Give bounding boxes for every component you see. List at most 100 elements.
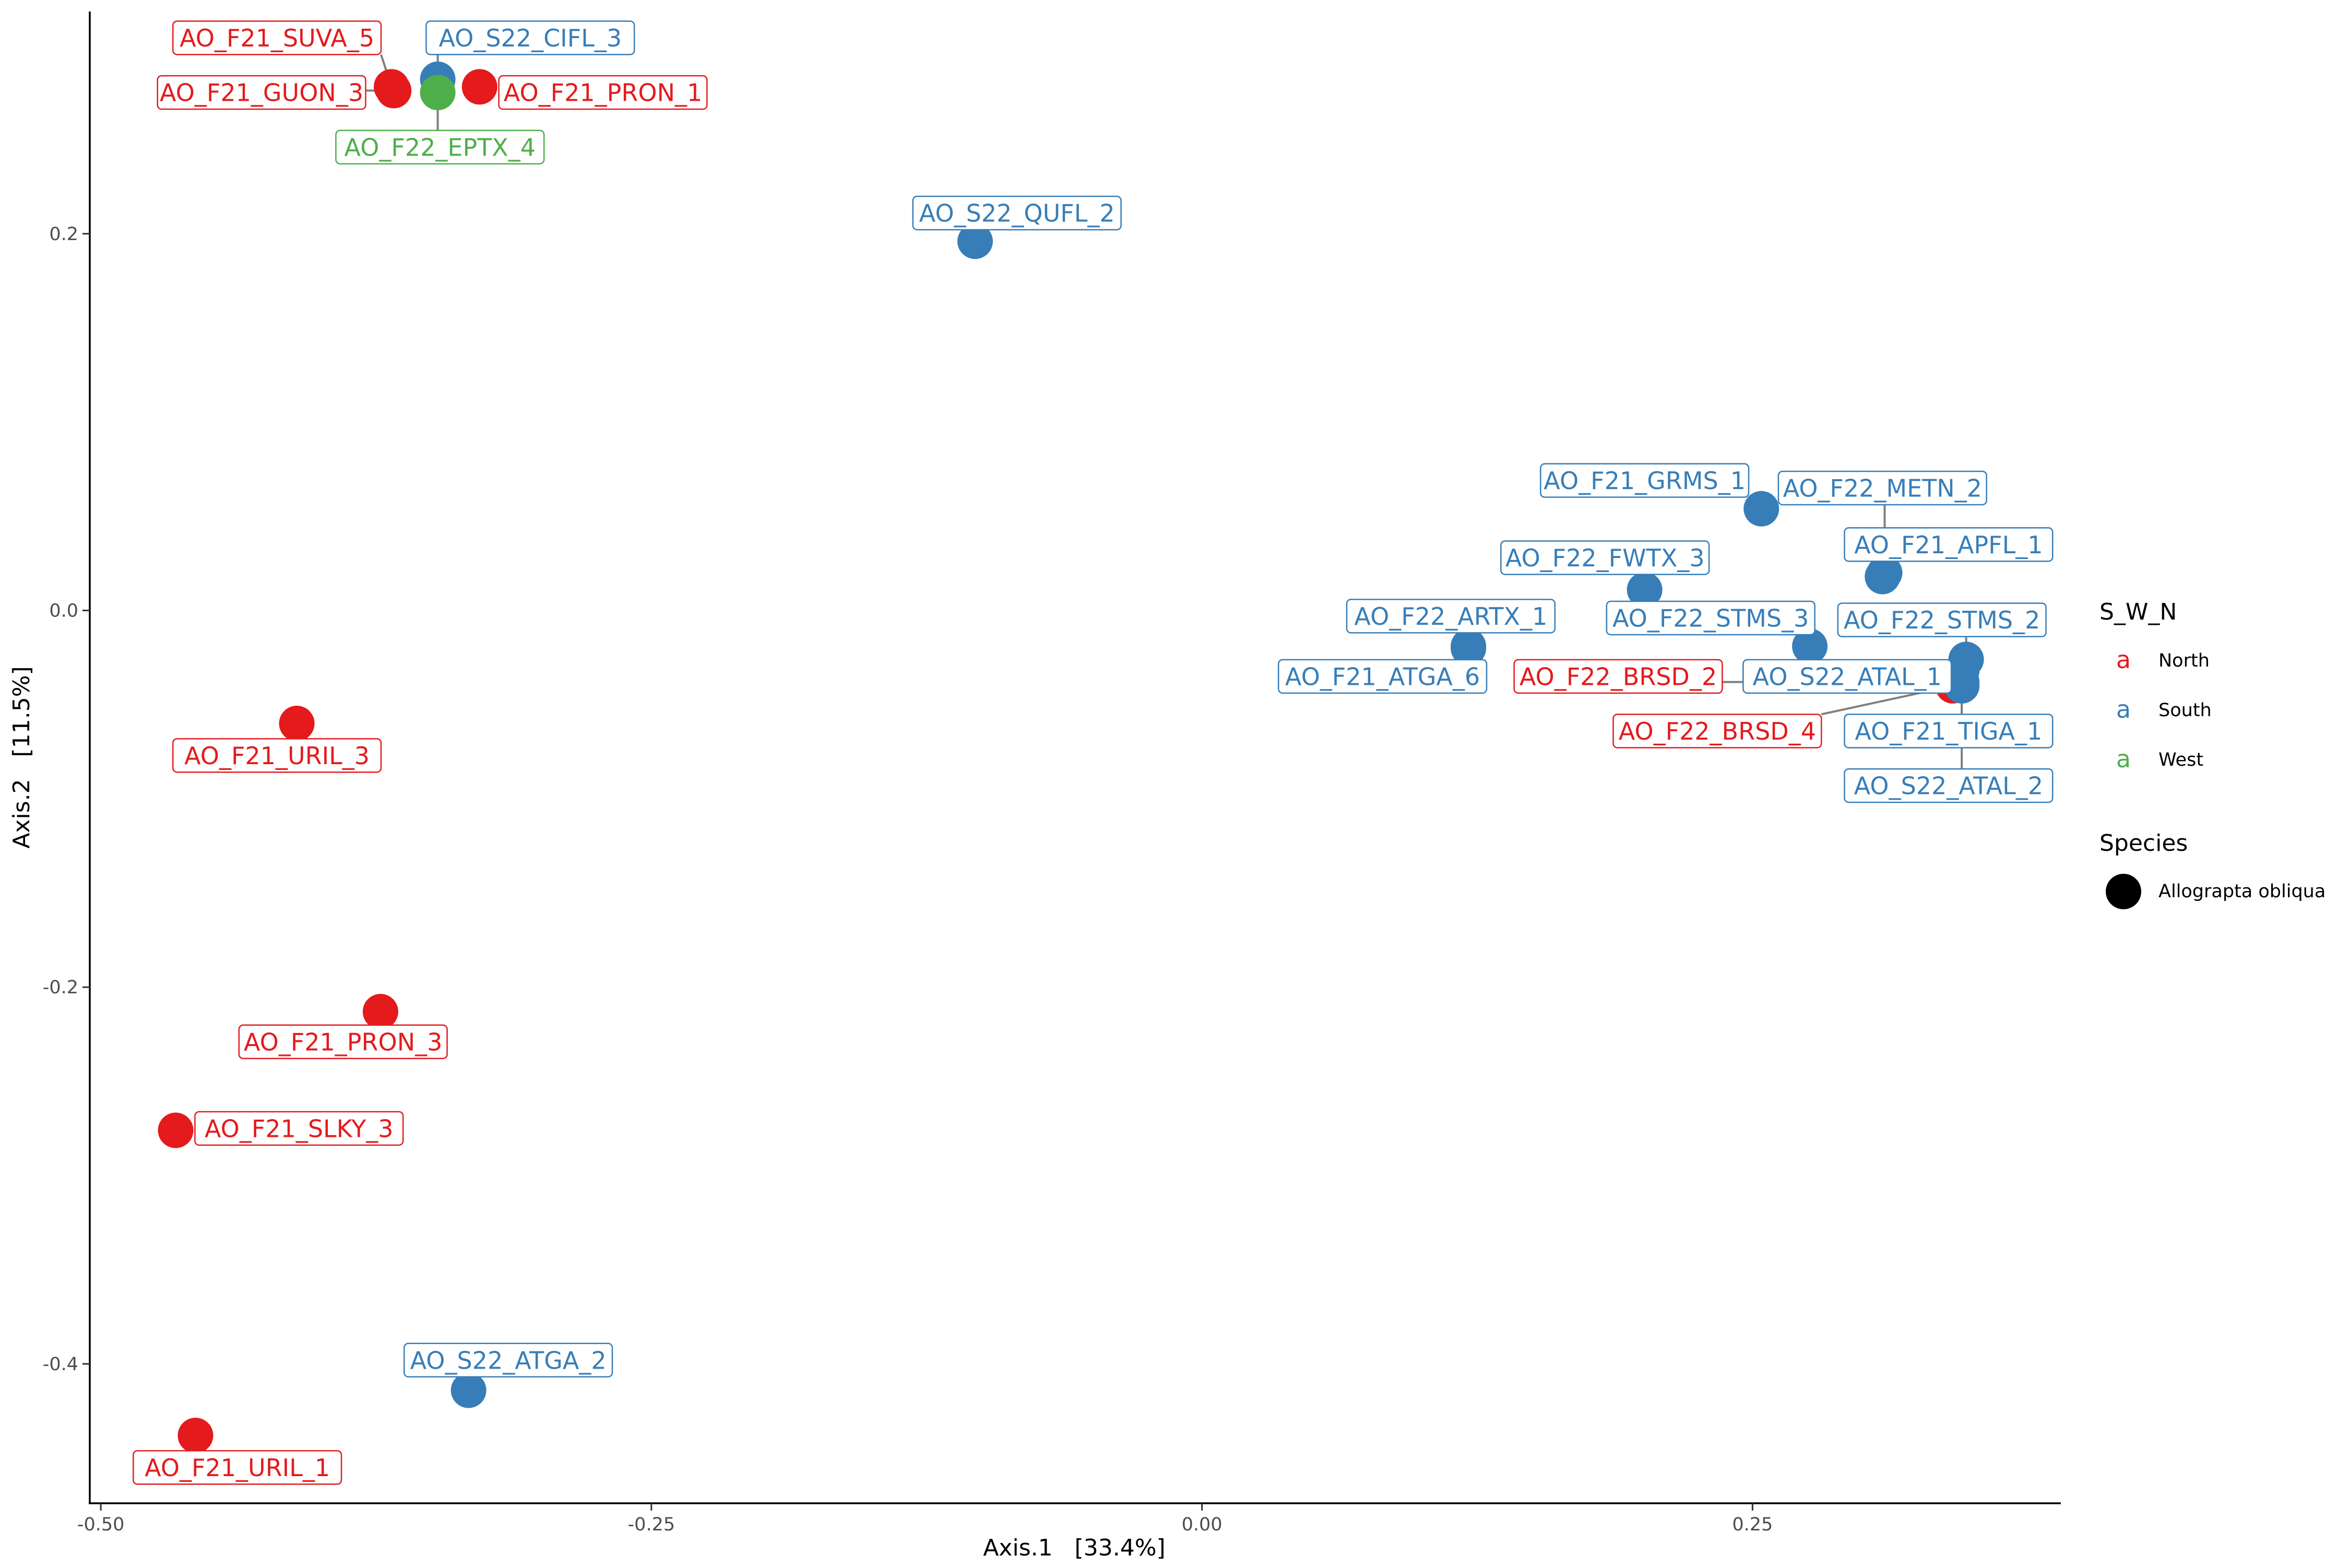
x-tick-label: -0.50 [77,1514,125,1535]
label-box [172,738,382,773]
data-points [158,61,1984,1454]
label-text: AO_F21_APFL_1 [1854,531,2043,559]
legend-entry-west: a West [2116,745,2203,773]
label-text: AO_F21_GRMS_1 [1544,467,1746,495]
label-ao-f22-fwtx-3: AO_F22_FWTX_3 [1500,540,1710,575]
label-text: AO_S22_ATGA_2 [410,1346,607,1374]
label-text: AO_F21_SLKY_3 [205,1114,394,1143]
legend-key-glyph: a [2116,695,2131,723]
legend-key-glyph: a [2116,745,2131,773]
legend-entry-north: a North [2116,646,2210,674]
label-text: AO_F21_URIL_3 [184,742,370,770]
point-ao-f22-eptx-4 [420,75,456,111]
x-tick-label: -0.25 [628,1514,675,1535]
label-ao-f22-stms-3: AO_F22_STMS_3 [1606,600,1816,636]
label-box [1513,659,1723,694]
point-ao-f21-pron-3 [362,994,398,1030]
legend-entry-label: West [2158,750,2203,770]
label-ao-s22-qufl-2: AO_S22_QUFL_2 [912,195,1122,231]
point-ao-f21-apfl-1 [1865,559,1901,595]
label-text: AO_F21_PRON_1 [504,79,702,107]
point-ao-f21-uril-1 [177,1418,213,1454]
label-box [1539,463,1750,498]
label-text: AO_F22_BRSD_2 [1520,662,1717,691]
label-text: AO_S22_CIFL_3 [438,24,622,52]
legend-color-entries: a North a South a West [2116,646,2212,773]
label-ao-s22-cifl-3: AO_S22_CIFL_3 [425,20,635,55]
label-box [1844,768,2054,803]
legend: S_W_N a North a South a West Species Allograp… [2099,599,2326,909]
label-box [194,1111,404,1146]
label-ao-f21-pron-1: AO_F21_PRON_1 [498,75,708,110]
point-labels: AO_F21_SUVA_5 AO_S22_CIFL_3 AO_F21_GUON_3 A… [133,20,2054,1485]
label-text: AO_F22_STMS_3 [1612,604,1809,633]
legend-shape-key [2106,874,2141,909]
legend-shape-label: Allograpta obliqua [2158,881,2326,902]
point-ao-f21-grms-1 [1743,491,1779,527]
label-ao-f21-tiga-1: AO_F21_TIGA_1 [1844,714,2054,749]
point-ao-s22-qufl-2 [957,223,993,259]
label-ao-s22-atal-2: AO_S22_ATAL_2 [1844,768,2054,803]
label-text: AO_F21_GUON_3 [160,79,363,107]
label-text: AO_F21_URIL_1 [145,1454,330,1482]
point-ao-s22-atal-2 [1944,668,1980,704]
label-text: AO_F22_STMS_2 [1844,606,2040,634]
label-box [1742,659,1952,694]
point-ao-f21-atga-6 [1451,630,1487,666]
label-text: AO_F21_SUVA_5 [180,24,374,52]
label-box [912,195,1122,231]
label-ao-s22-atal-1: AO_S22_ATAL_1 [1742,659,1952,694]
label-box [498,75,708,110]
x-tick-label: 0.25 [1732,1514,1773,1535]
label-box [425,20,635,55]
x-tick-label: 0.00 [1182,1514,1223,1535]
leader-lines [365,54,1967,769]
legend-color-title: S_W_N [2099,599,2177,625]
label-ao-f21-apfl-1: AO_F21_APFL_1 [1844,527,2054,562]
label-ao-s22-atga-2: AO_S22_ATGA_2 [403,1343,613,1377]
label-box [172,20,382,55]
label-text: AO_F21_PRON_3 [244,1028,442,1056]
legend-entry-label: South [2158,700,2212,721]
point-ao-s22-atga-2 [450,1372,487,1408]
label-text: AO_F22_FWTX_3 [1505,544,1705,572]
label-box [157,75,366,110]
x-axis-title: Axis.1 [33.4%] [983,1535,1165,1561]
label-box [1277,659,1488,694]
point-ao-f21-slky-3 [158,1112,194,1148]
label-ao-f22-brsd-2: AO_F22_BRSD_2 [1513,659,1723,694]
label-ao-f21-uril-3: AO_F21_URIL_3 [172,738,382,773]
point-ao-f21-guon-3 [376,73,412,109]
label-box [1606,600,1816,636]
label-box [335,129,545,165]
label-text: AO_S22_ATAL_1 [1753,662,1942,691]
label-text: AO_F22_EPTX_4 [345,133,536,161]
point-ao-f22-fwtx-3 [1627,572,1663,608]
label-text: AO_F21_ATGA_6 [1285,662,1480,691]
label-ao-f22-artx-1: AO_F22_ARTX_1 [1346,599,1556,634]
label-box [1844,714,2054,749]
legend-entry-south: a South [2116,695,2212,723]
label-ao-f21-suva-5: AO_F21_SUVA_5 [172,20,382,55]
label-text: AO_F21_TIGA_1 [1855,717,2042,745]
y-tick-label: -0.4 [43,1354,78,1375]
label-box [1837,602,2047,637]
point-ao-f21-uril-3 [279,706,315,742]
label-box [1346,599,1556,634]
legend-shape-title: Species [2099,830,2188,857]
label-box [1500,540,1710,575]
point-ao-f21-pron-1 [461,69,497,105]
label-ao-f22-eptx-4: AO_F22_EPTX_4 [335,129,545,165]
label-text: AO_F22_ARTX_1 [1354,602,1547,631]
axes [89,11,2061,1504]
y-axis-ticks: -0.4 -0.2 0.0 0.2 [43,224,90,1375]
label-box [403,1343,613,1377]
label-ao-f21-grms-1: AO_F21_GRMS_1 [1539,463,1750,498]
label-box [133,1450,342,1485]
label-text: AO_S22_QUFL_2 [919,199,1115,228]
label-ao-f21-guon-3: AO_F21_GUON_3 [157,75,366,110]
label-box [1612,714,1822,749]
x-axis-ticks: -0.50 -0.25 0.00 0.25 [77,1503,1773,1535]
label-ao-f22-stms-2: AO_F22_STMS_2 [1837,602,2047,637]
